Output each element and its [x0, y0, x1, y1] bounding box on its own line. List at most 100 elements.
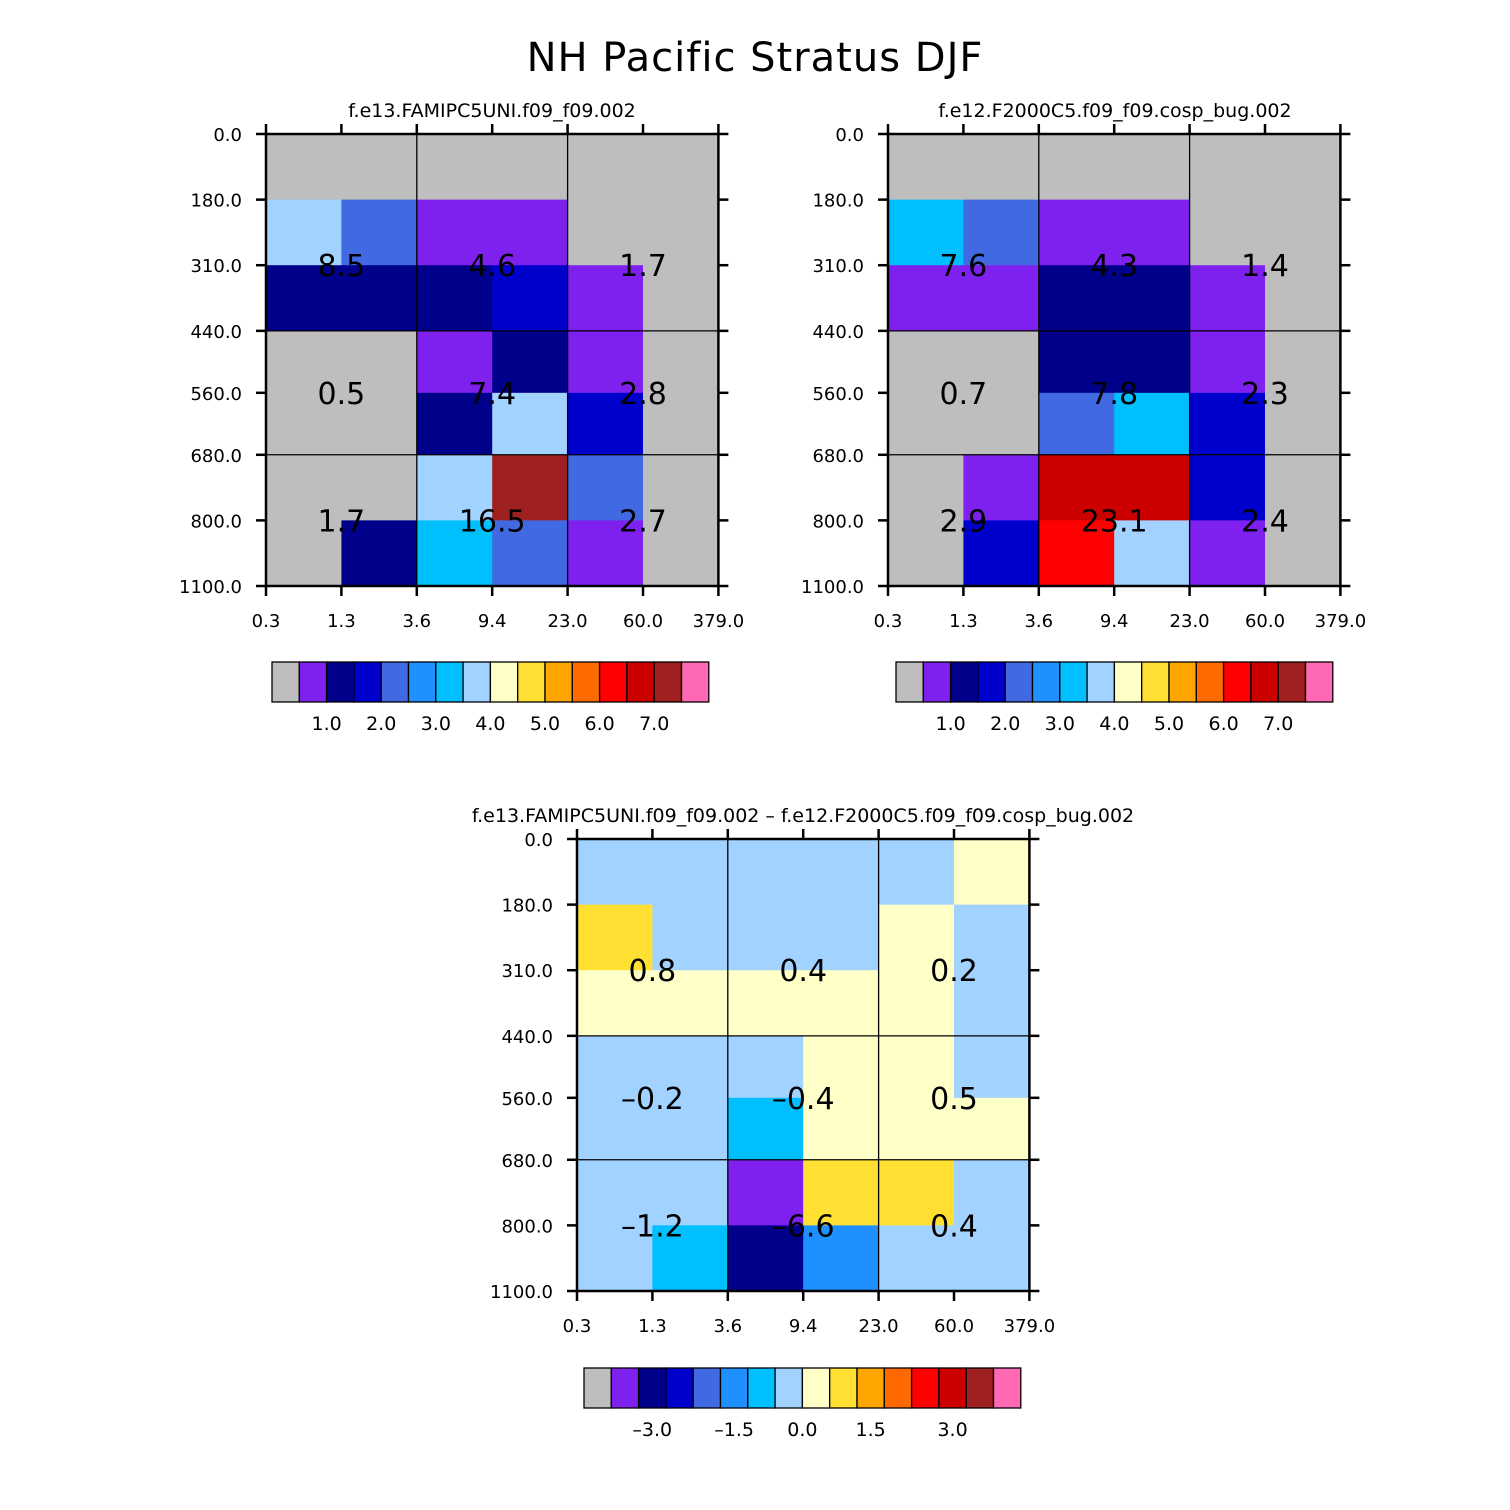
heatmap-cell	[341, 392, 418, 456]
heatmap-cell	[1265, 454, 1341, 521]
heatmap-cell	[1114, 392, 1191, 456]
colorbar-label: –1.5	[714, 1419, 754, 1441]
x-tick-label: 0.3	[563, 1316, 592, 1337]
block-value: –0.2	[621, 1082, 684, 1117]
heatmap-cell	[1189, 392, 1266, 456]
heatmap-cell	[1189, 265, 1266, 332]
colorbar-box	[1141, 661, 1170, 703]
block-value: 0.8	[629, 954, 677, 989]
heatmap-cell	[492, 520, 569, 587]
block-value: 0.4	[779, 954, 827, 989]
colorbar-box	[719, 1367, 749, 1409]
heatmap-cell	[652, 839, 729, 906]
y-tick-label: 310.0	[812, 256, 864, 277]
heatmap-cell	[567, 199, 644, 266]
heatmap-cell	[341, 199, 418, 266]
heatmap-cell	[416, 392, 493, 456]
heatmap-cell	[266, 392, 342, 456]
heatmap-cell	[1189, 330, 1266, 394]
heatmap-cell	[492, 265, 569, 332]
heatmap-cell	[577, 839, 653, 906]
heatmap-cell	[416, 330, 493, 394]
block-value: 7.6	[940, 249, 988, 284]
heatmap-cell	[803, 904, 880, 971]
block-value: –6.6	[772, 1209, 835, 1244]
colorbar-box	[462, 661, 492, 703]
x-tick-label: 3.6	[1024, 611, 1053, 632]
heatmap-cell	[643, 265, 719, 332]
heatmap-cell	[954, 1035, 1030, 1099]
colorbar-box	[353, 661, 382, 703]
colorbar-box	[665, 1367, 694, 1409]
colorbar-label: 6.0	[1208, 713, 1238, 735]
y-tick-label: 560.0	[501, 1089, 553, 1110]
heatmap-cell	[341, 520, 418, 587]
y-tick-label: 440.0	[190, 322, 242, 343]
x-tick-label: 60.0	[934, 1316, 974, 1337]
heatmap-cell	[963, 392, 1040, 456]
colorbar-box	[637, 1367, 667, 1409]
colorbar-label: 7.0	[639, 713, 669, 735]
heatmap-cell	[567, 330, 644, 394]
heatmap-cell	[954, 1159, 1030, 1226]
colorbar-box	[692, 1367, 722, 1409]
heatmap-cell	[878, 839, 955, 906]
colorbar-box	[1277, 661, 1307, 703]
panel-title: f.e12.F2000C5.f09_f09.cosp_bug.002	[938, 100, 1291, 122]
y-tick-label: 800.0	[501, 1216, 553, 1237]
heatmap-cell	[1265, 199, 1341, 266]
heatmap-cell	[577, 1225, 653, 1292]
y-tick-label: 560.0	[190, 384, 242, 405]
heatmap-cell	[577, 1097, 653, 1161]
y-tick-label: 800.0	[190, 511, 242, 532]
heatmap-cell	[492, 330, 569, 394]
colorbar-box	[325, 661, 355, 703]
heatmap-cell	[1114, 454, 1191, 521]
colorbar-box	[1113, 661, 1143, 703]
colorbar-label: 4.0	[1099, 713, 1129, 735]
heatmap-cell	[963, 134, 1040, 201]
colorbar-box	[801, 1367, 831, 1409]
colorbar-box	[653, 661, 683, 703]
heatmap-cell	[963, 520, 1040, 587]
block-value: 0.2	[930, 954, 978, 989]
heatmap-cell	[492, 392, 569, 456]
heatmap-cell	[577, 904, 653, 971]
colorbar-box	[1031, 661, 1061, 703]
heatmap-cell	[803, 1159, 880, 1226]
colorbar-box	[1059, 661, 1088, 703]
panel-model-a: f.e13.FAMIPC5UNI.f09_f09.002 0.3 1.3 3.6 9.…	[179, 100, 744, 735]
heatmap-cell	[1114, 520, 1191, 587]
colorbar-box	[910, 1367, 940, 1409]
heatmap-cell	[878, 1035, 955, 1099]
colorbar-label: 7.0	[1263, 713, 1293, 735]
x-tick-label: 379.0	[693, 611, 745, 632]
heatmap-cell	[878, 904, 955, 971]
y-tick-label: 1100.0	[490, 1282, 553, 1303]
heatmap-cell	[652, 1035, 729, 1099]
x-tick-label: 60.0	[1245, 611, 1285, 632]
heatmap-cell	[416, 520, 493, 587]
heatmap-cell	[727, 1225, 804, 1292]
heatmap-cell	[954, 839, 1030, 906]
colorbar-box	[544, 661, 573, 703]
x-tick-label: 3.6	[402, 611, 431, 632]
colorbar-box	[992, 1367, 1022, 1409]
colorbar-box	[922, 661, 952, 703]
heatmap-cell	[652, 1159, 729, 1226]
heatmap-cell	[652, 1097, 729, 1161]
y-tick-label: 680.0	[812, 446, 864, 467]
colorbar-box	[895, 661, 924, 703]
panel-title: f.e13.FAMIPC5UNI.f09_f09.002	[348, 100, 636, 122]
block-value: –0.4	[772, 1082, 835, 1117]
heatmap-cell	[727, 1035, 804, 1099]
heatmap-cell	[416, 199, 493, 266]
heatmap-cell	[567, 265, 644, 332]
heatmap-cell	[1189, 520, 1266, 587]
heatmap-cell	[963, 330, 1040, 394]
x-tick-label: 0.3	[874, 611, 903, 632]
x-tick-label: 1.3	[949, 611, 978, 632]
heatmap-cell	[1114, 199, 1191, 266]
colorbar-box	[1086, 661, 1116, 703]
block-value: 8.5	[318, 249, 366, 284]
